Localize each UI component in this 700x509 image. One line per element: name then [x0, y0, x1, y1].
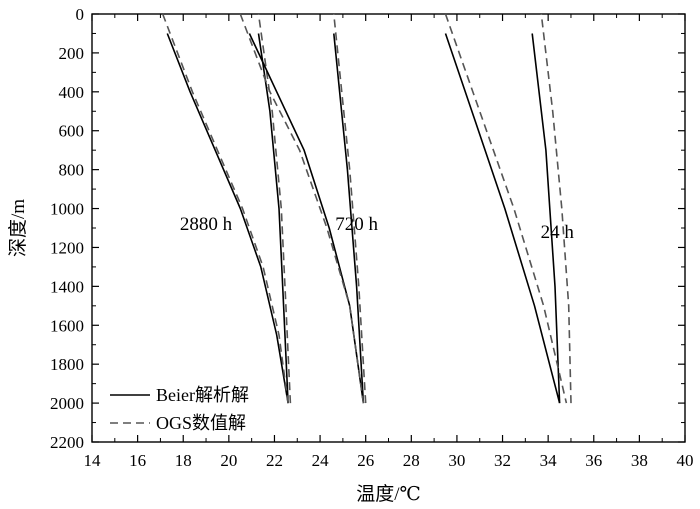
y-tick-label: 1800	[50, 355, 84, 374]
series-720h-dashed-upward	[333, 13, 367, 404]
curve-label: 720 h	[335, 214, 378, 235]
tick-group: 14 16 18 20 22 24 26 28 30 32 34 36 38 40020040060080…	[50, 5, 694, 470]
y-tick-label: 1200	[50, 238, 84, 257]
series-24h-solid-downward	[444, 33, 561, 404]
x-tick-label: 34	[540, 451, 558, 470]
x-tick-label: 18	[175, 451, 192, 470]
y-tick-label: 0	[76, 5, 85, 24]
x-axis-title: 温度/℃	[356, 483, 421, 505]
x-tick-label: 26	[357, 451, 374, 470]
y-tick-label: 2200	[50, 433, 84, 452]
y-tick-label: 800	[59, 161, 85, 180]
x-tick-label: 16	[129, 451, 146, 470]
series-24h-dashed-downward	[444, 13, 568, 404]
x-tick-label: 22	[266, 451, 283, 470]
series-2880h-solid-upward	[257, 33, 289, 404]
series-720h-dashed-downward	[239, 13, 365, 404]
series-2880h-dashed-downward	[161, 13, 289, 404]
annotation-group: 2880 h 720 h 24 h	[180, 214, 574, 243]
series-group	[161, 13, 572, 404]
series-24h-dashed-upward	[540, 13, 572, 404]
legend: Beier解析解 OGS数值解	[110, 385, 249, 433]
y-tick-label: 1600	[50, 316, 84, 335]
x-tick-label: 30	[448, 451, 465, 470]
y-tick-label: 1000	[50, 200, 84, 219]
y-tick-label: 400	[59, 83, 85, 102]
y-tick-label: 2000	[50, 394, 84, 413]
x-tick-label: 36	[585, 451, 602, 470]
y-tick-label: 200	[59, 44, 85, 63]
y-axis-title: 深度/m	[7, 199, 29, 257]
series-2880h-dashed-upward	[257, 13, 292, 404]
curve-label: 2880 h	[180, 214, 233, 235]
x-tick-label: 38	[631, 451, 648, 470]
series-720h-solid-upward	[333, 33, 365, 404]
x-tick-label: 40	[677, 451, 694, 470]
x-tick-label: 24	[312, 451, 330, 470]
legend-label-ogs: OGS数值解	[156, 413, 246, 433]
curve-label: 24 h	[541, 222, 575, 243]
y-tick-label: 600	[59, 122, 85, 141]
x-tick-label: 28	[403, 451, 420, 470]
series-2880h-solid-downward	[166, 33, 289, 404]
series-24h-solid-upward	[531, 33, 561, 404]
y-tick-label: 1400	[50, 277, 84, 296]
legend-label-beier: Beier解析解	[156, 385, 249, 405]
x-tick-label: 14	[84, 451, 102, 470]
x-tick-label: 20	[220, 451, 237, 470]
x-tick-label: 32	[494, 451, 511, 470]
